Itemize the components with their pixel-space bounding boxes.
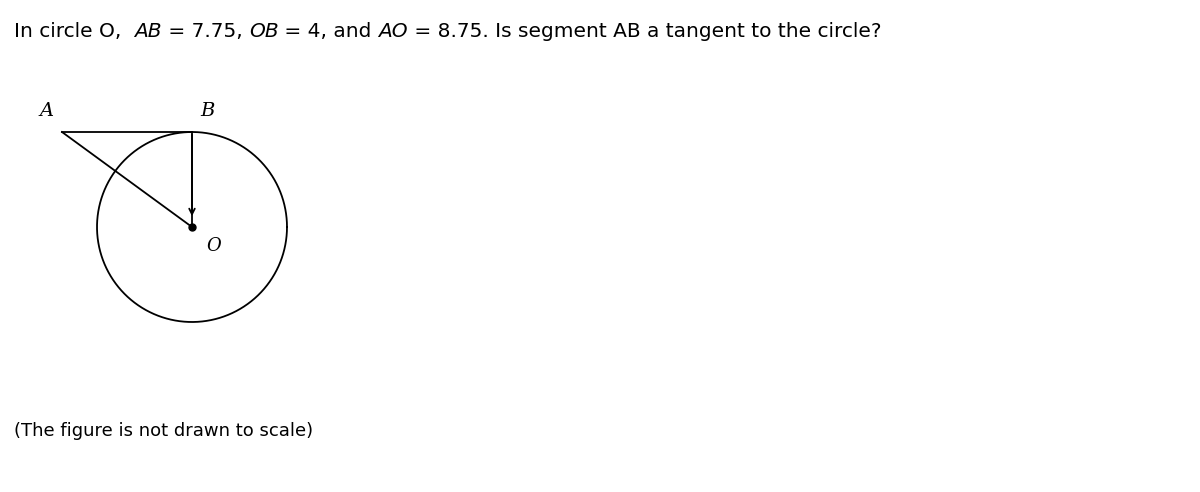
Text: AB: AB [134,22,162,41]
Text: B: B [200,102,215,120]
Text: (The figure is not drawn to scale): (The figure is not drawn to scale) [14,422,313,440]
Text: OB: OB [248,22,278,41]
Text: In circle O,: In circle O, [14,22,134,41]
Text: = 8.75. Is segment AB a tangent to the circle?: = 8.75. Is segment AB a tangent to the c… [408,22,881,41]
Text: A: A [40,102,54,120]
Text: = 4, and: = 4, and [278,22,378,41]
Text: AO: AO [378,22,408,41]
Text: O: O [206,237,221,255]
Text: = 7.75,: = 7.75, [162,22,248,41]
